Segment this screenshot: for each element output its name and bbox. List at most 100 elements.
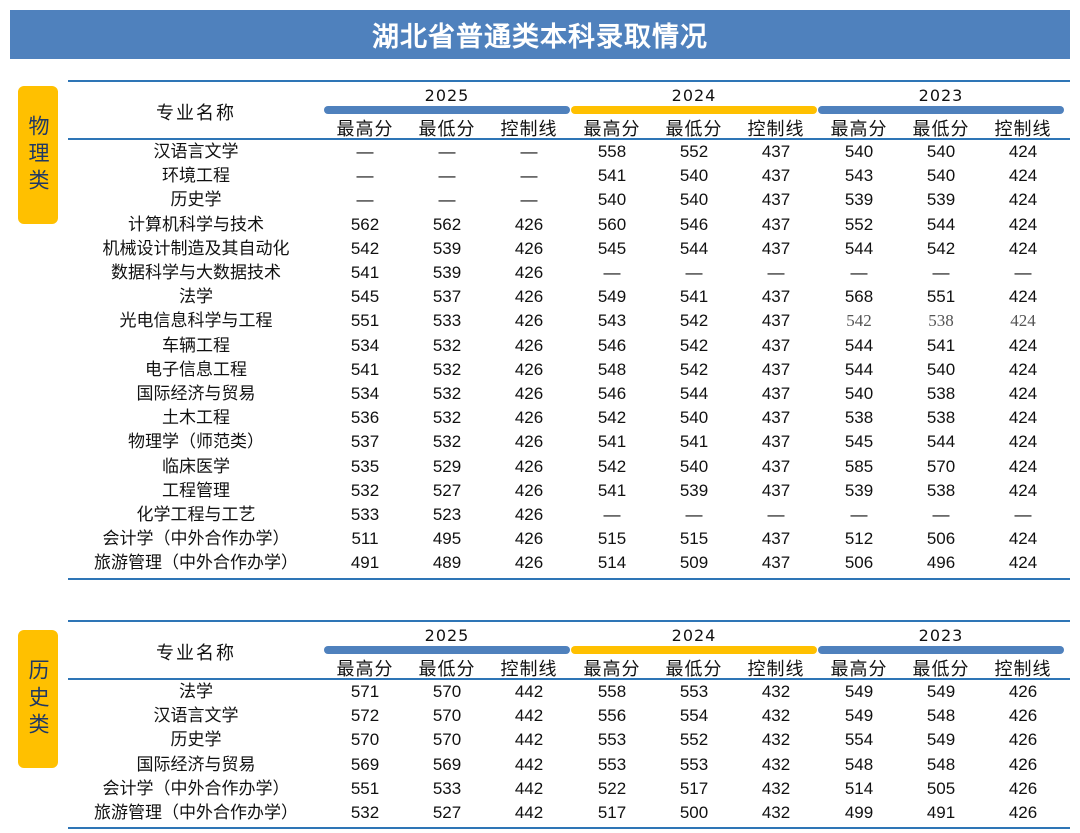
sub-header-2025-2: 控制线 <box>500 119 558 140</box>
score-cell: 426 <box>514 456 544 476</box>
score-cell: 437 <box>761 311 791 331</box>
score-cell: 541 <box>597 480 627 500</box>
year-header-2024: 2024 <box>671 86 717 105</box>
score-cell: 549 <box>597 287 627 307</box>
score-cell: 549 <box>844 682 874 701</box>
year-header-2025: 2025 <box>424 626 470 645</box>
score-cell: 537 <box>350 432 380 452</box>
score-cell: 437 <box>761 238 791 258</box>
score-cell: 536 <box>350 408 380 428</box>
score-cell: 437 <box>761 190 791 210</box>
score-cell: 539 <box>844 190 874 210</box>
score-cell: 491 <box>926 803 956 822</box>
score-cell: — <box>850 505 868 524</box>
table-row: 物理学（师范类） 537 532 426 541 541 437 545 544 424 <box>68 430 1070 454</box>
score-cell: 432 <box>761 730 791 750</box>
score-cell: 539 <box>844 480 874 500</box>
score-cell: 432 <box>761 803 791 822</box>
score-cell: 426 <box>514 238 544 258</box>
sub-header-2023-1: 最低分 <box>912 659 970 680</box>
header-rule <box>68 678 1070 680</box>
score-cell: 522 <box>597 778 627 798</box>
score-cell: 533 <box>350 505 380 524</box>
score-cell: 552 <box>679 730 709 750</box>
major-name: 汉语言文学 <box>153 706 239 727</box>
score-cell: 544 <box>844 238 874 258</box>
score-cell: 432 <box>761 706 791 726</box>
score-cell: 426 <box>1008 778 1038 798</box>
sub-header-2025-2: 控制线 <box>500 659 558 680</box>
score-cell: 534 <box>350 335 380 355</box>
score-cell: 562 <box>432 214 462 234</box>
score-cell: 426 <box>514 384 544 403</box>
score-cell: 532 <box>432 408 462 428</box>
score-cell: 424 <box>1008 166 1038 186</box>
score-cell: 553 <box>597 730 627 750</box>
score-cell: 426 <box>1008 706 1038 726</box>
score-cell: 426 <box>514 432 544 452</box>
score-cell: 553 <box>679 754 709 774</box>
score-cell: 442 <box>514 730 544 750</box>
score-cell: 424 <box>1008 214 1038 234</box>
score-cell: — <box>932 263 950 282</box>
score-cell: 533 <box>432 311 462 331</box>
table-row: 历史学 570 570 442 553 552 432 554 549 426 <box>68 728 1070 752</box>
score-cell: 535 <box>350 456 380 476</box>
score-cell: 424 <box>1008 432 1038 452</box>
score-cell: 426 <box>514 480 544 500</box>
major-name: 历史学 <box>170 190 222 211</box>
score-cell: 424 <box>1008 408 1038 428</box>
score-cell: 551 <box>350 778 380 798</box>
major-name: 环境工程 <box>162 166 230 187</box>
score-cell: 543 <box>597 311 627 331</box>
year-bar-2023 <box>818 646 1064 654</box>
score-cell: 545 <box>844 432 874 452</box>
score-cell: 509 <box>679 553 709 573</box>
major-name: 会计学（中外合作办学） <box>102 778 290 799</box>
score-cell: 517 <box>679 778 709 798</box>
score-cell: 514 <box>844 778 874 798</box>
score-cell: 424 <box>1008 456 1038 476</box>
year-header-2023: 2023 <box>918 626 964 645</box>
score-cell: 426 <box>514 263 544 282</box>
score-cell: 426 <box>514 311 544 331</box>
score-cell: 540 <box>926 359 956 379</box>
sub-header-2023-2: 控制线 <box>994 119 1052 140</box>
major-name: 电子信息工程 <box>145 359 247 380</box>
table-row: 汉语言文学 — — — 558 552 437 540 540 424 <box>68 140 1070 164</box>
score-cell: 437 <box>761 553 791 573</box>
score-cell: 570 <box>350 730 380 750</box>
table-row: 临床医学 535 529 426 542 540 437 585 570 424 <box>68 455 1070 479</box>
major-name: 法学 <box>179 682 213 702</box>
sub-header-2024-0: 最高分 <box>583 659 641 680</box>
score-cell: 442 <box>514 754 544 774</box>
major-name: 国际经济与贸易 <box>136 384 256 404</box>
major-name: 工程管理 <box>162 480 230 501</box>
score-cell: — <box>767 263 785 282</box>
score-cell: 552 <box>844 214 874 234</box>
table-row: 计算机科学与技术 562 562 426 560 546 437 552 544 424 <box>68 213 1070 237</box>
table-row: 会计学（中外合作办学） 511 495 426 515 515 437 512 506 424 <box>68 527 1070 551</box>
table-row: 历史学 — — — 540 540 437 539 539 424 <box>68 188 1070 212</box>
score-cell: 571 <box>350 682 380 701</box>
score-cell: 554 <box>844 730 874 750</box>
score-cell: — <box>767 505 785 524</box>
score-cell: 517 <box>597 803 627 822</box>
score-cell: 437 <box>761 432 791 452</box>
table-row: 汉语言文学 572 570 442 556 554 432 549 548 426 <box>68 704 1070 728</box>
score-cell: 572 <box>350 706 380 726</box>
score-cell: 539 <box>679 480 709 500</box>
major-name: 数据科学与大数据技术 <box>111 263 281 283</box>
year-header-2023: 2023 <box>918 86 964 105</box>
score-cell: 426 <box>514 553 544 573</box>
score-cell: — <box>1014 263 1032 282</box>
score-cell: 546 <box>597 384 627 403</box>
score-cell: 548 <box>844 754 874 774</box>
score-cell: 512 <box>844 529 874 549</box>
score-cell: 511 <box>351 529 379 549</box>
score-cell: 540 <box>679 166 709 186</box>
sub-header-2024-1: 最低分 <box>665 119 723 140</box>
major-name: 化学工程与工艺 <box>136 505 256 525</box>
header-rule <box>68 138 1070 140</box>
year-bar-2024 <box>571 646 817 654</box>
